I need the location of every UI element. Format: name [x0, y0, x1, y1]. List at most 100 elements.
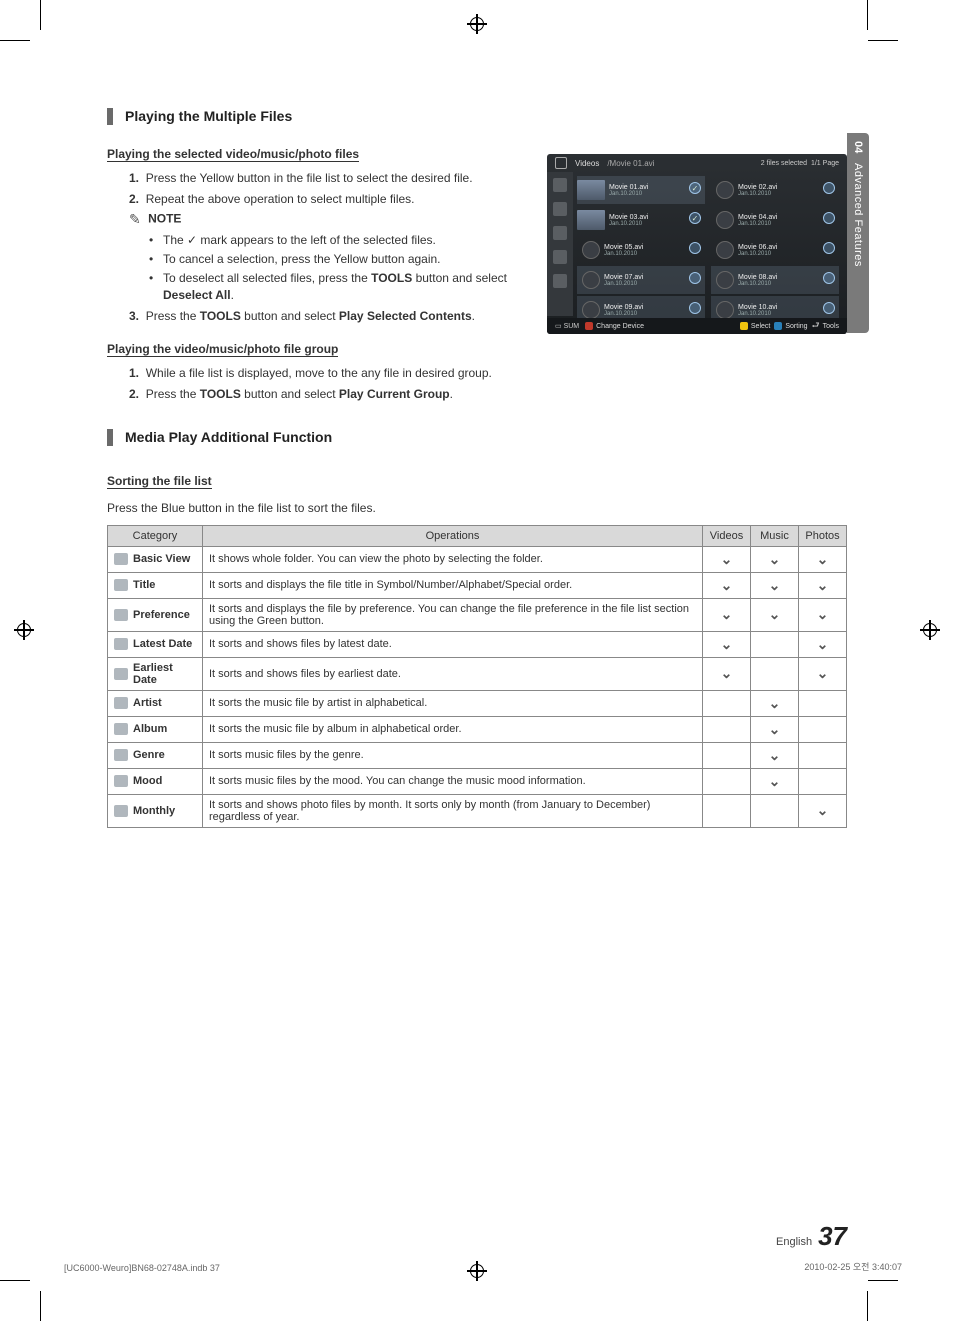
category-icon	[114, 668, 128, 680]
cell-category: Basic View	[108, 546, 203, 572]
file-info: Movie 09.aviJan.10.2010	[604, 304, 643, 317]
file-name: Movie 06.avi	[738, 244, 777, 251]
file-cell: Movie 02.aviJan.10.2010	[711, 176, 839, 204]
cell-check: ⌄	[799, 657, 847, 690]
shot-title: Videos	[575, 159, 599, 168]
cell-operation: It sorts the music file by artist in alp…	[203, 690, 703, 716]
file-info: Movie 07.aviJan.10.2010	[604, 274, 643, 287]
file-check-icon	[689, 182, 701, 194]
imprint-right: 2010-02-25 오전 3:40:07	[804, 1260, 902, 1273]
table-row: Earliest DateIt sorts and shows files by…	[108, 657, 847, 690]
cell-operation: It sorts music files by the mood. You ca…	[203, 768, 703, 794]
cell-check: ⌄	[751, 546, 799, 572]
chevron-down-icon: ⌄	[817, 577, 829, 593]
cell-check: ⌄	[799, 794, 847, 827]
shot-header: Videos /Movie 01.avi 2 files selected 1/…	[547, 154, 847, 172]
shot-sidebar	[547, 172, 573, 316]
steps-list-2: 1. While a file list is displayed, move …	[107, 365, 517, 403]
note-bullets: The ✓ mark appears to the left of the se…	[107, 232, 517, 303]
table-row: TitleIt sorts and displays the file titl…	[108, 572, 847, 598]
file-check-icon	[823, 212, 835, 224]
ui-screenshot: Videos /Movie 01.avi 2 files selected 1/…	[547, 154, 847, 334]
category-icon	[114, 697, 128, 709]
file-cell: Movie 05.aviJan.10.2010	[577, 236, 705, 264]
cell-check	[703, 716, 751, 742]
table-row: AlbumIt sorts the music file by album in…	[108, 716, 847, 742]
cell-operation: It sorts and displays the file title in …	[203, 572, 703, 598]
step-item: 3. Press the TOOLS button and select Pla…	[129, 308, 517, 325]
chevron-down-icon: ⌄	[817, 802, 829, 818]
cell-category: Album	[108, 716, 203, 742]
c-button-icon	[740, 322, 748, 330]
col-photos: Photos	[799, 525, 847, 546]
file-info: Movie 06.aviJan.10.2010	[738, 244, 777, 257]
file-name: Movie 08.avi	[738, 274, 777, 281]
note-icon: ✎	[129, 211, 141, 228]
category-label: Artist	[133, 697, 162, 709]
file-thumb	[577, 210, 605, 230]
cell-operation: It sorts and displays the file by prefer…	[203, 598, 703, 631]
cell-operation: It sorts music files by the genre.	[203, 742, 703, 768]
chevron-down-icon: ⌄	[721, 577, 733, 593]
file-thumb	[577, 180, 605, 200]
table-row: GenreIt sorts music files by the genre.⌄	[108, 742, 847, 768]
page-indicator: 1/1 Page	[811, 160, 839, 167]
file-name: Movie 03.avi	[609, 214, 648, 221]
sort-table: Category Operations Videos Music Photos …	[107, 525, 847, 828]
chevron-down-icon: ⌄	[769, 721, 781, 737]
subheading-file-group: Playing the video/music/photo file group	[107, 342, 338, 357]
file-check-icon	[823, 302, 835, 314]
steps-list-1b: 3. Press the TOOLS button and select Pla…	[107, 308, 517, 325]
tools-label: Tools	[823, 323, 839, 330]
subheading-selected-files: Playing the selected video/music/photo f…	[107, 147, 359, 162]
file-date: Jan.10.2010	[738, 251, 777, 257]
file-name: Movie 05.avi	[604, 244, 643, 251]
file-thumb	[716, 271, 734, 289]
category-label: Preference	[133, 609, 190, 621]
file-check-icon	[689, 302, 701, 314]
category-icon	[114, 609, 128, 621]
cell-check: ⌄	[703, 657, 751, 690]
page-footer: English 37	[107, 1221, 847, 1252]
file-date: Jan.10.2010	[604, 311, 643, 317]
chevron-down-icon: ⌄	[721, 636, 733, 652]
cell-category: Title	[108, 572, 203, 598]
chevron-down-icon: ⌄	[769, 695, 781, 711]
cell-operation: It sorts the music file by album in alph…	[203, 716, 703, 742]
file-name: Movie 09.avi	[604, 304, 643, 311]
file-date: Jan.10.2010	[609, 221, 648, 227]
crop-mark	[40, 0, 41, 30]
file-thumb	[582, 271, 600, 289]
note-item: To deselect all selected files, press th…	[149, 270, 517, 304]
videos-icon	[555, 157, 567, 169]
crop-mark	[40, 1291, 41, 1321]
crop-mark	[868, 40, 898, 41]
registration-mark	[467, 14, 487, 34]
cell-operation: It sorts and shows files by latest date.	[203, 631, 703, 657]
crop-mark	[867, 0, 868, 30]
cell-check: ⌄	[751, 572, 799, 598]
file-thumb	[716, 211, 734, 229]
crop-mark	[0, 1280, 30, 1281]
file-thumb	[716, 181, 734, 199]
category-icon	[114, 553, 128, 565]
check-icon: ✓	[187, 233, 197, 247]
cell-check	[703, 742, 751, 768]
category-label: Basic View	[133, 553, 190, 565]
cell-operation: It sorts and shows photo files by month.…	[203, 794, 703, 827]
cell-check: ⌄	[751, 690, 799, 716]
table-header-row: Category Operations Videos Music Photos	[108, 525, 847, 546]
cell-check: ⌄	[799, 546, 847, 572]
cell-check: ⌄	[703, 631, 751, 657]
table-row: Preference It sorts and displays the file…	[108, 598, 847, 631]
cell-category: Artist	[108, 690, 203, 716]
imprint-left: [UC6000-Weuro]BN68-02748A.indb 37	[64, 1263, 220, 1273]
file-cell: Movie 07.aviJan.10.2010	[577, 266, 705, 294]
cell-check	[799, 742, 847, 768]
file-date: Jan.10.2010	[609, 191, 648, 197]
chevron-down-icon: ⌄	[817, 551, 829, 567]
file-date: Jan.10.2010	[738, 281, 777, 287]
cell-category: Genre	[108, 742, 203, 768]
sorting-label: Sorting	[785, 323, 807, 330]
a-button-icon	[585, 322, 593, 330]
